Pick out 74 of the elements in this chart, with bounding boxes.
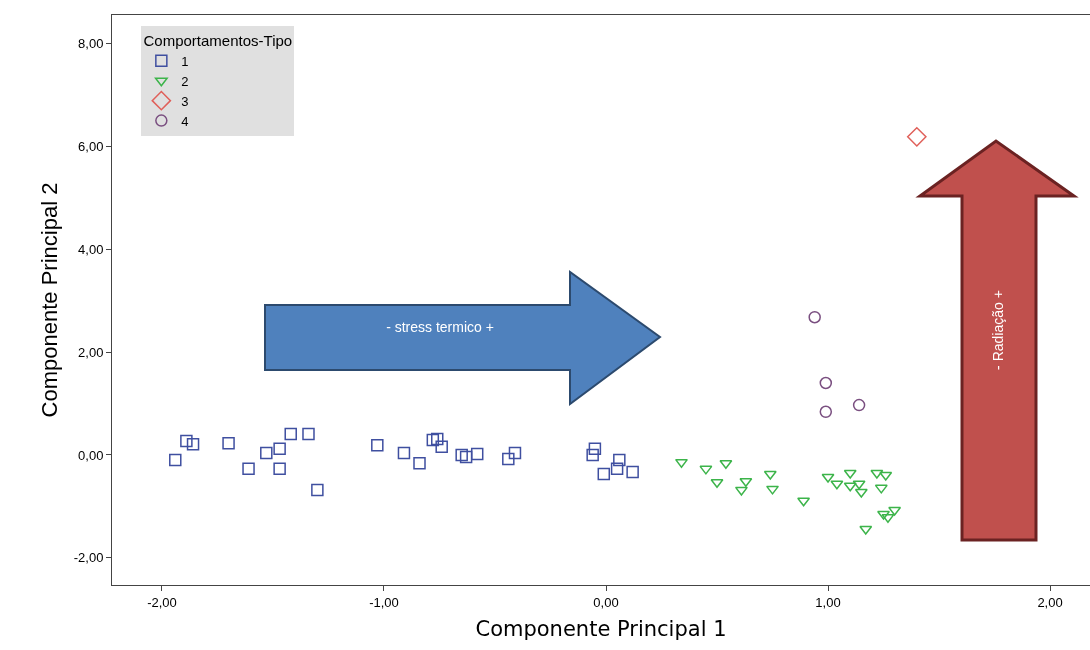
y-tick-label: 4,00 <box>78 241 104 257</box>
point <box>699 465 713 475</box>
point <box>311 483 324 497</box>
point <box>674 458 688 468</box>
point <box>586 448 599 462</box>
point <box>459 450 473 464</box>
point <box>371 438 384 452</box>
y-tick-label: 2,00 <box>78 344 104 360</box>
point <box>169 453 182 467</box>
y-axis-title: Componente Principal 2 <box>36 182 62 418</box>
x-axis-title: Componente Principal 1 <box>475 616 727 641</box>
point <box>819 405 833 419</box>
point <box>870 469 884 479</box>
point <box>854 488 868 498</box>
y-tick-label: 6,00 <box>78 139 104 155</box>
point <box>719 459 733 469</box>
point <box>413 456 426 470</box>
y-tick-label: 8,00 <box>78 36 104 52</box>
annotation: - stress termico + <box>386 319 494 335</box>
point <box>426 433 440 447</box>
x-tick-label: 0,00 <box>593 594 619 610</box>
point <box>613 453 626 467</box>
point <box>888 506 902 516</box>
legend-label: 3 <box>181 93 189 109</box>
legend-label: 4 <box>181 113 189 129</box>
point <box>260 446 273 460</box>
point <box>302 427 315 441</box>
point <box>508 446 522 460</box>
point <box>710 478 724 488</box>
legend-label: 1 <box>181 53 189 69</box>
point <box>610 462 624 476</box>
point <box>797 497 811 507</box>
point <box>455 448 468 462</box>
point <box>186 437 200 451</box>
point <box>242 462 255 476</box>
legend-title: Comportamentos-Tipo <box>143 31 293 49</box>
point <box>906 126 927 147</box>
point <box>830 480 844 490</box>
point <box>435 440 448 453</box>
point <box>808 310 821 324</box>
point <box>273 442 286 456</box>
point <box>397 446 411 460</box>
x-tick-label: -2,00 <box>147 594 177 610</box>
point <box>180 434 193 448</box>
point <box>852 480 866 490</box>
point <box>502 452 515 466</box>
x-tick-label: 2,00 <box>1037 594 1063 610</box>
y-tick-label: -2,00 <box>73 550 104 566</box>
point <box>597 467 611 481</box>
point <box>626 465 639 479</box>
x-tick-label: 1,00 <box>815 594 841 610</box>
point <box>821 473 835 483</box>
point <box>874 484 888 494</box>
point <box>763 470 777 480</box>
point <box>588 442 602 456</box>
point <box>222 436 235 450</box>
point <box>734 486 748 496</box>
point <box>843 482 857 492</box>
point <box>879 471 893 481</box>
point <box>881 513 895 523</box>
annotation: - Radiação + <box>989 290 1006 370</box>
point <box>819 376 833 390</box>
point <box>852 398 866 412</box>
point <box>843 469 857 479</box>
point <box>739 477 753 487</box>
point <box>431 432 444 446</box>
point <box>470 447 484 461</box>
point <box>877 510 891 520</box>
x-tick-label: -1,00 <box>369 594 399 610</box>
point <box>859 525 873 535</box>
point <box>284 427 297 441</box>
point <box>273 462 286 476</box>
y-tick-label: 0,00 <box>78 447 104 463</box>
legend-label: 2 <box>181 73 189 89</box>
